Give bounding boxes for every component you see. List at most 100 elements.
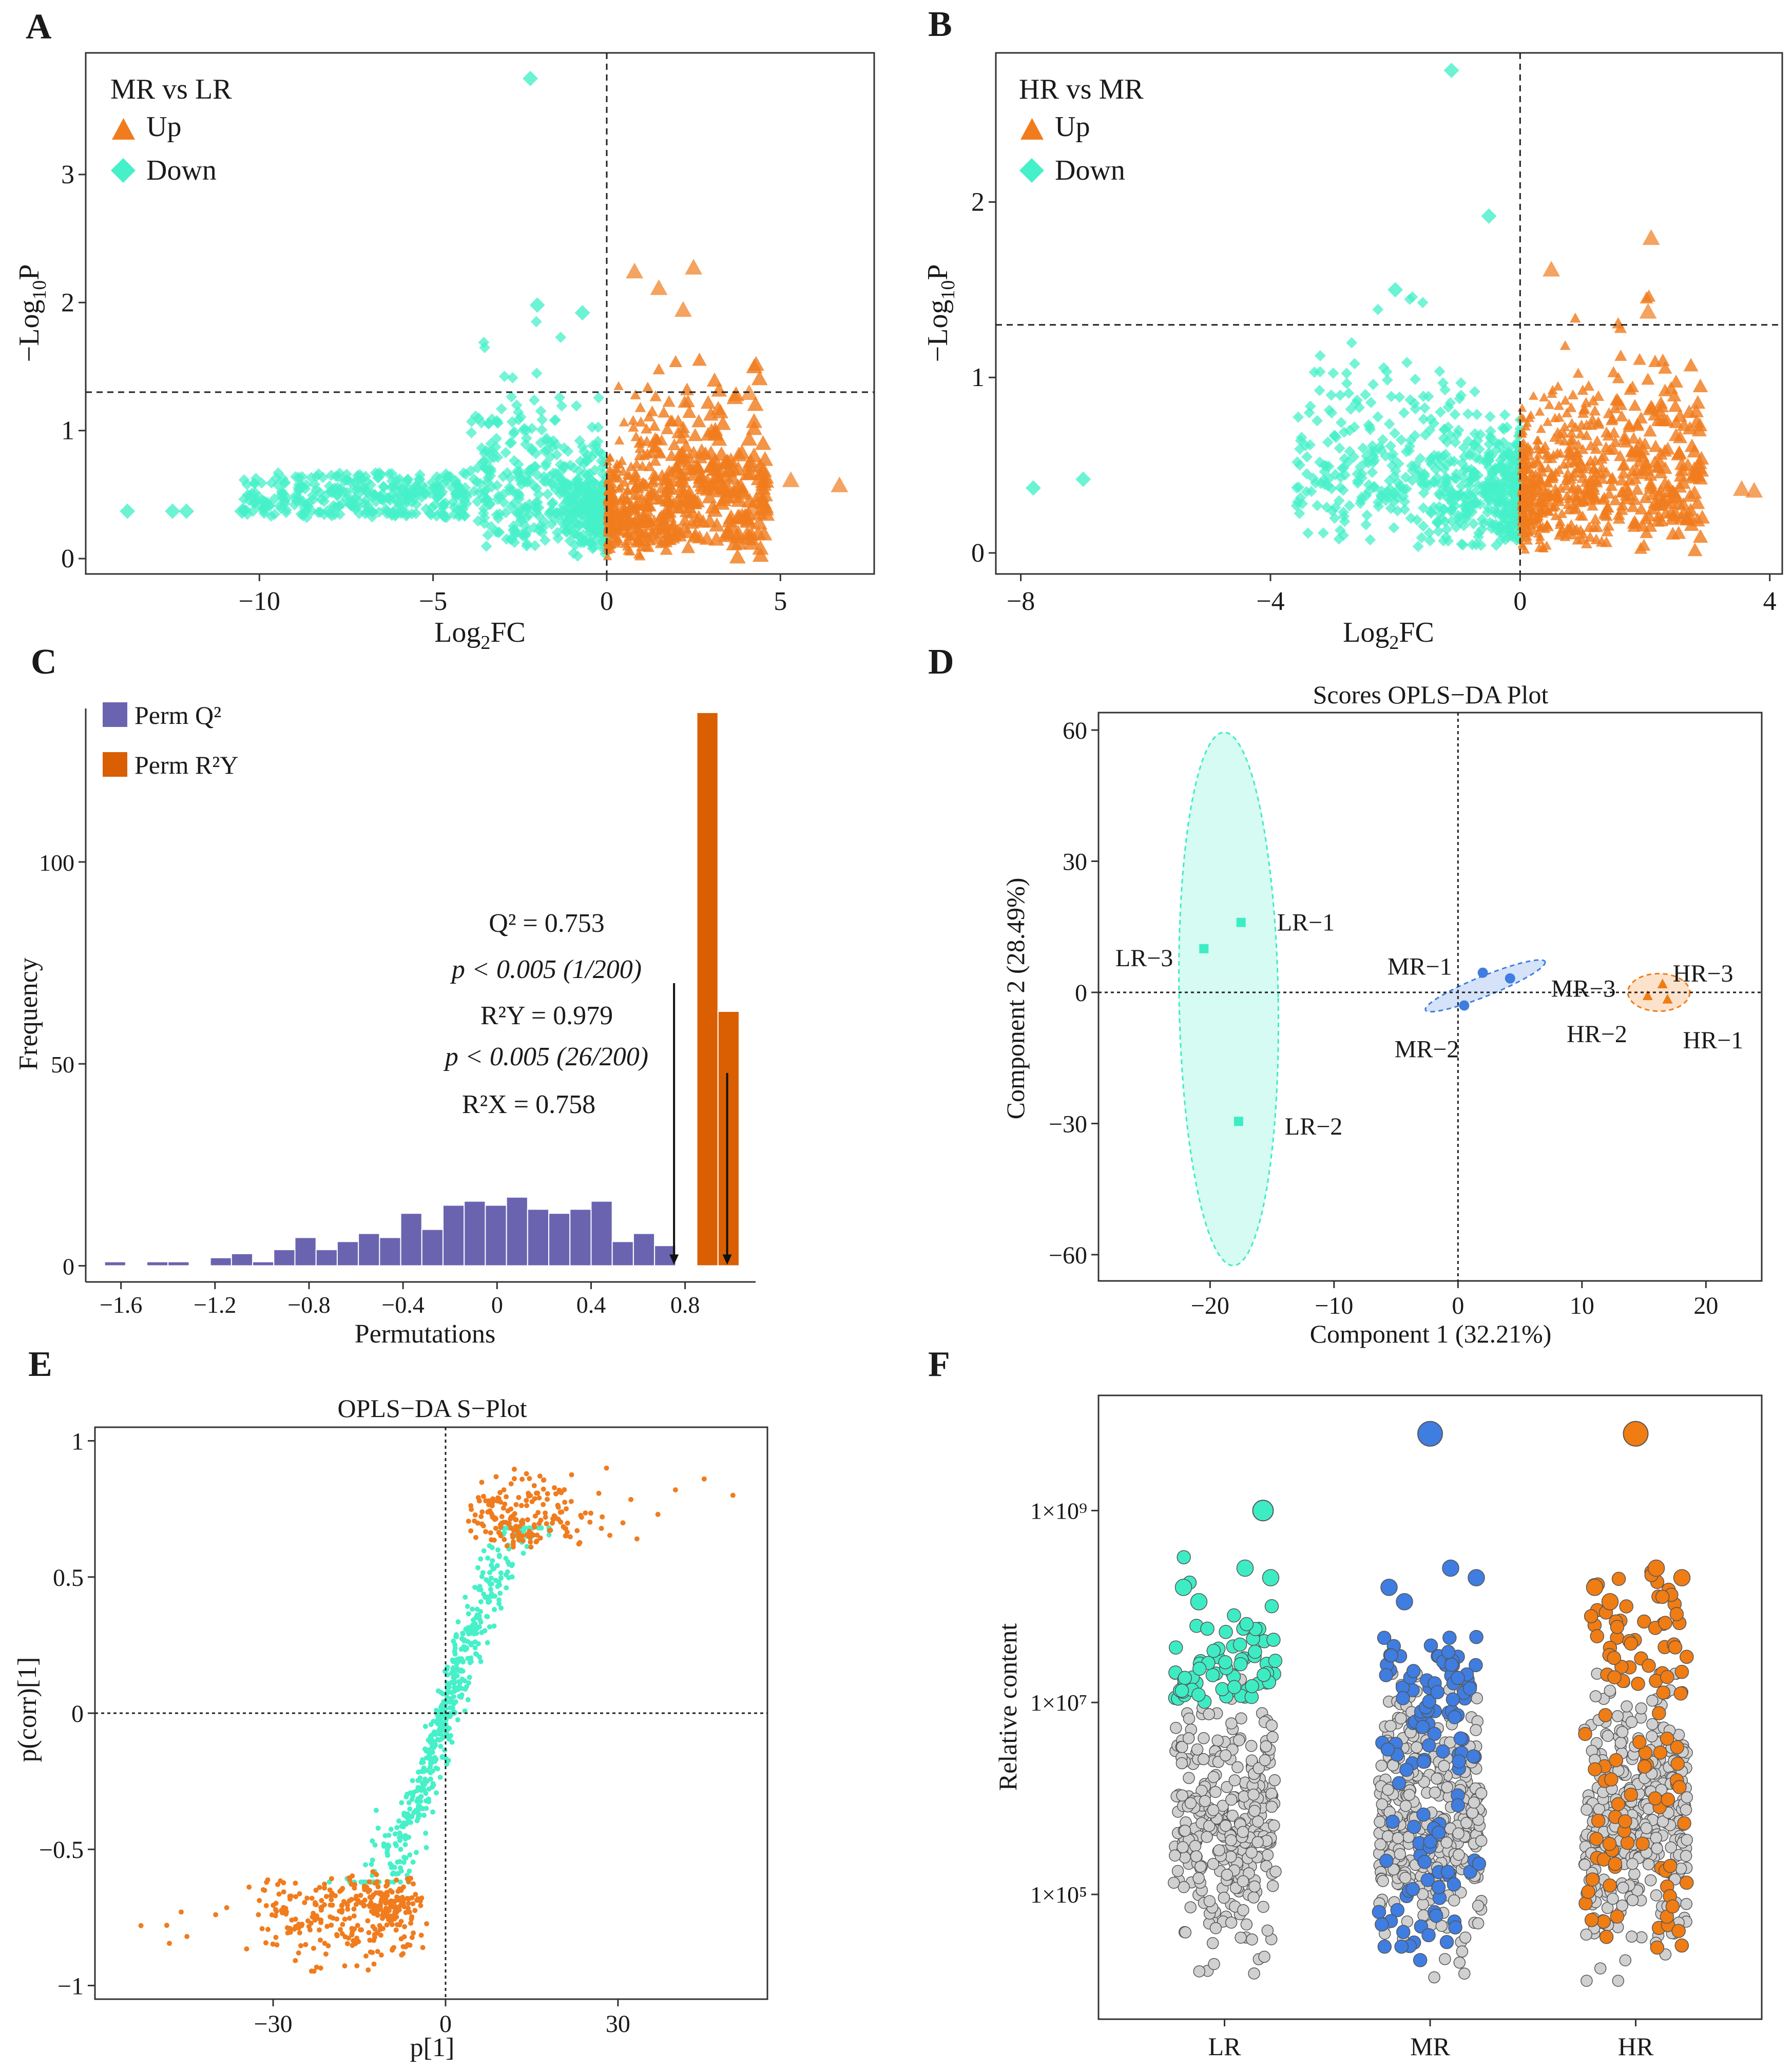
s-plot-point-orange [569,1472,574,1478]
up-point [619,417,629,427]
perm-q2-bar [611,1241,634,1267]
gray-point [1171,1865,1184,1877]
s-plot-point-orange [322,1885,327,1891]
gray-point [1472,1900,1485,1912]
down-point [1300,439,1312,451]
mr-point [1379,1668,1393,1682]
mr-point [1444,1657,1459,1672]
up-point [631,458,642,469]
D-ytick-label: −60 [1049,1242,1087,1269]
s-plot-point-cyan [478,1659,484,1664]
down-point [535,405,547,417]
s-plot-point-orange [508,1481,514,1487]
s-plot-point-cyan [456,1656,462,1661]
s-plot-point-orange [313,1902,319,1907]
gray-point [1170,1721,1182,1734]
s-plot-point-cyan [413,1850,419,1855]
gray-point [1190,1850,1203,1863]
s-plot-point-orange [493,1474,499,1480]
up-point [703,445,719,459]
s-plot-point-orange [365,1918,371,1924]
gray-point [1261,1924,1274,1937]
up-point [688,428,703,442]
down-point [1356,491,1367,503]
s-plot-point-orange [370,1869,376,1874]
A-xtick-label: −5 [419,587,447,616]
up-point [1568,482,1579,492]
down-point [593,392,605,404]
down-point [1443,63,1459,79]
s-plot-point-cyan [430,1809,436,1815]
up-point [1627,432,1641,444]
down-point [586,421,598,433]
down-point [1373,501,1384,512]
up-point [1671,447,1686,461]
up-point [1521,455,1531,464]
down-point [1434,478,1446,490]
s-plot-point-cyan [437,1725,443,1731]
perm-q2-bar [167,1261,190,1267]
up-point [1565,435,1576,445]
up-point [705,476,721,491]
s-plot-point-cyan [481,1548,487,1554]
s-plot-point-orange [524,1503,530,1508]
s-plot-point-cyan [465,1603,470,1609]
s-plot-point-cyan [488,1575,494,1581]
down-point [1456,538,1468,550]
down-point [1424,455,1436,467]
s-plot-point-orange [534,1532,540,1538]
panel-letter-f: F [928,1345,950,1384]
s-plot-point-orange [297,1891,302,1896]
up-point [614,459,625,469]
up-point [609,530,619,540]
up-point [624,531,634,541]
s-plot-point-orange [378,1903,383,1908]
down-point [470,410,481,422]
up-point [729,478,746,493]
down-point [1325,389,1337,401]
gray-point [1235,1931,1247,1944]
down-point [1505,448,1516,460]
s-plot-point-orange [527,1535,533,1540]
down-point [500,447,512,458]
s-plot-point-orange [510,1532,515,1538]
down-point [509,497,521,509]
up-point [1550,483,1561,493]
s-plot-point-cyan [497,1590,503,1596]
E-xtick-label: 30 [606,2010,630,2038]
s-plot-point-orange [244,1946,249,1952]
s-plot-point-orange [318,1965,323,1971]
gray-point [1176,1757,1188,1770]
s-plot-point-cyan [438,1731,444,1737]
up-point [1583,380,1595,391]
panel-b-legend-title: HR vs MR [1019,73,1144,105]
mr-point [1448,1920,1462,1934]
up-point [606,515,616,525]
down-point [1445,455,1457,467]
s-plot-point-orange [587,1519,593,1525]
A-xtick-label: 5 [774,587,787,616]
down-point [1364,534,1376,546]
up-point [1532,441,1542,450]
panel-e-ylabel: p(corr)[1] [13,1657,42,1762]
down-point [1483,438,1495,450]
s-plot-point-cyan [451,1665,456,1671]
s-plot-point-orange [524,1498,529,1503]
gray-point [1258,1950,1270,1963]
gray-point [1197,1753,1210,1766]
up-point [1552,448,1563,457]
s-plot-point-orange [628,1497,634,1502]
up-point [606,540,615,549]
down-point [302,501,314,512]
up-point [1571,447,1582,458]
up-point [682,450,696,464]
s-plot-point-orange [515,1532,521,1538]
s-plot-point-cyan [468,1625,473,1631]
s-plot-point-cyan [463,1686,468,1692]
hr-point [1642,990,1653,1000]
up-point [1555,527,1566,537]
s-plot-point-cyan [538,1525,544,1531]
up-point [1564,523,1575,533]
legend-up-triangle-icon [1020,118,1044,140]
panel-b-legend-down: Down [1055,155,1125,186]
